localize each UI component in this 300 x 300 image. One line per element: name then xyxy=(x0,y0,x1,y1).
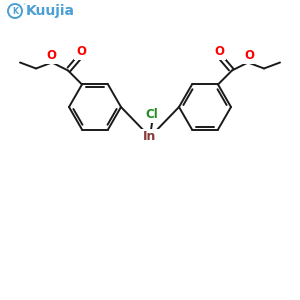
Text: Kuujia: Kuujia xyxy=(26,4,75,18)
Text: K: K xyxy=(12,7,18,16)
Text: °: ° xyxy=(22,4,25,8)
Text: O: O xyxy=(46,49,56,62)
Text: O: O xyxy=(76,45,86,58)
Text: In: In xyxy=(143,130,157,143)
Text: O: O xyxy=(244,49,254,62)
Text: O: O xyxy=(214,45,224,58)
Text: Cl: Cl xyxy=(146,109,158,122)
